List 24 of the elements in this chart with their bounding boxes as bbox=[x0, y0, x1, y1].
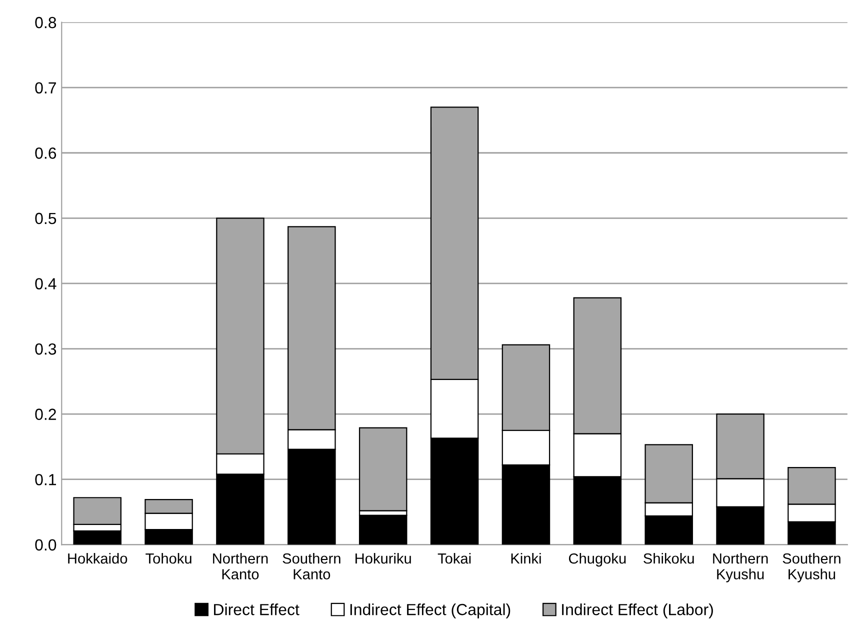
x-tick-label: Hokuriku bbox=[356, 552, 411, 564]
y-tick-label: 0.6 bbox=[35, 148, 56, 159]
x-tick-label: Kinki bbox=[511, 552, 541, 564]
x-tick-label: Chugoku bbox=[568, 552, 626, 567]
legend-label: Indirect Effect (Capital) bbox=[350, 603, 510, 618]
x-tick-label: Tohoku bbox=[146, 552, 192, 564]
x-tick-label: Tokai bbox=[438, 552, 471, 564]
x-tick-label: Northern Kanto bbox=[213, 552, 268, 580]
bar bbox=[358, 514, 408, 545]
legend-label: Direct Effect bbox=[214, 603, 300, 616]
x-tick-label: Northern Kyushu bbox=[713, 552, 768, 582]
x-tick-label: Southern Kyushu bbox=[782, 552, 840, 582]
y-tick-label: 0.7 bbox=[35, 82, 56, 94]
y-tick-label: 0.0 bbox=[35, 539, 56, 551]
x-tick-label: Hokkaido bbox=[68, 552, 128, 564]
y-tick-label: 0.4 bbox=[35, 278, 56, 290]
y-tick-label: 0.2 bbox=[35, 408, 56, 420]
x-tick-label: Shikoku bbox=[644, 552, 694, 564]
y-tick-label: 0.5 bbox=[35, 212, 56, 224]
y-tick-label: 0.3 bbox=[35, 343, 56, 355]
y-tick-label: 0.1 bbox=[35, 474, 56, 486]
legend-label: Indirect Effect (Labor) bbox=[562, 603, 713, 618]
y-tick-label: 0.8 bbox=[35, 16, 56, 28]
x-tick-label: Southern Kanto bbox=[282, 552, 340, 580]
